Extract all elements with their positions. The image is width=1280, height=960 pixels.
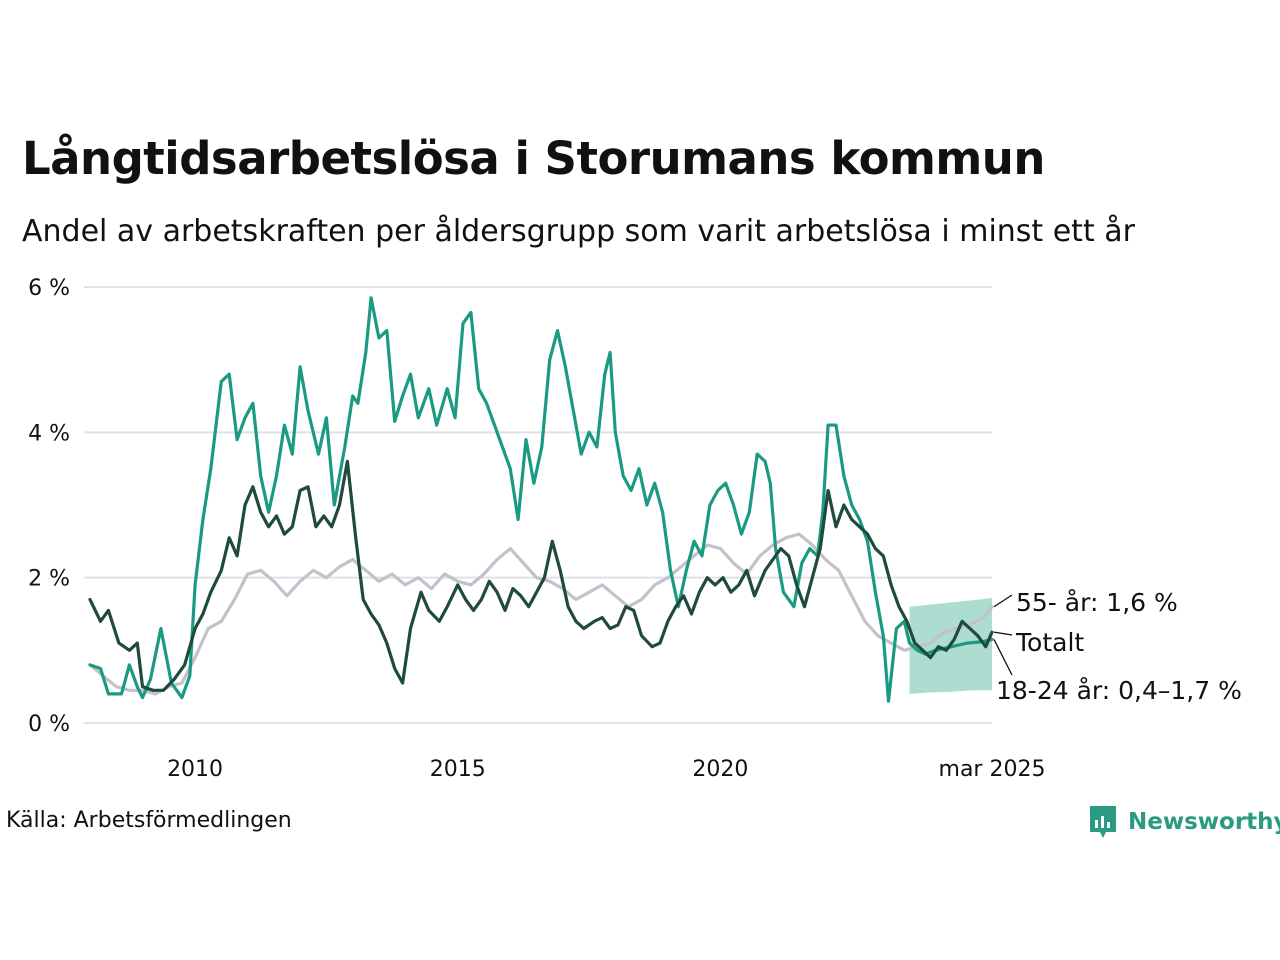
bar-chart-speech-bubble-icon bbox=[1090, 806, 1116, 838]
x-tick-label: 2010 bbox=[167, 757, 223, 782]
source-note: Källa: Arbetsförmedlingen bbox=[6, 808, 292, 833]
x-tick-label: 2020 bbox=[692, 757, 748, 782]
annotation-label-young: 18-24 år: 0,4–1,7 % bbox=[996, 676, 1242, 705]
annotation-leader bbox=[993, 639, 1013, 676]
newsworthy-logo: Newsworthy bbox=[1088, 804, 1280, 840]
x-axis-ticks: 2010 2015 2020 mar 2025 bbox=[167, 757, 1045, 782]
series-lines bbox=[88, 296, 994, 703]
logo-text: Newsworthy bbox=[1128, 809, 1280, 835]
annotation-label-old: 55- år: 1,6 % bbox=[1016, 588, 1178, 617]
grid-lines bbox=[84, 286, 992, 724]
y-tick-label: 4 % bbox=[28, 421, 70, 446]
annotation-leader bbox=[993, 631, 1013, 636]
x-tick-label: mar 2025 bbox=[939, 757, 1046, 782]
y-tick-label: 2 % bbox=[28, 567, 70, 592]
chart-title: Långtidsarbetslösa i Storumans kommun bbox=[22, 132, 1045, 185]
line-annotations: 55- år: 1,6 % Totalt 18-24 år: 0,4–1,7 % bbox=[993, 588, 1242, 705]
y-tick-label: 0 % bbox=[28, 712, 70, 737]
series-line-young bbox=[88, 296, 994, 703]
annotation-label-total: Totalt bbox=[1015, 628, 1084, 657]
series-line-total bbox=[88, 459, 994, 692]
annotation-leader bbox=[993, 594, 1013, 608]
y-axis-ticks: 0 % 2 % 4 % 6 % bbox=[28, 276, 70, 737]
x-tick-label: 2015 bbox=[430, 757, 486, 782]
y-tick-label: 6 % bbox=[28, 276, 70, 301]
chart-subtitle: Andel av arbetskraften per åldersgrupp s… bbox=[22, 214, 1135, 249]
